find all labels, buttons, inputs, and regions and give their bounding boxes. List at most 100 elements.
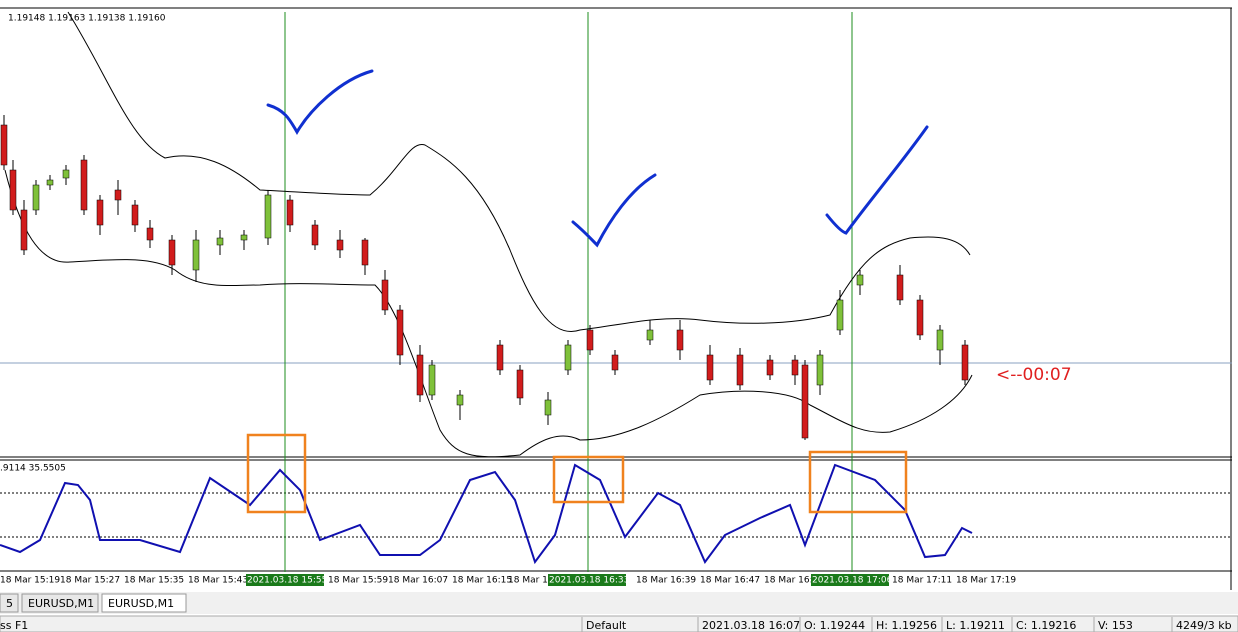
candle-body xyxy=(0,124,8,166)
status-field: H: 1.19256 xyxy=(876,619,937,632)
candle-body xyxy=(564,344,572,371)
status-field: V: 153 xyxy=(1098,619,1133,632)
status-field: 4249/3 kb xyxy=(1176,619,1232,632)
tab[interactable] xyxy=(101,593,187,613)
time-label: 18 Mar 16:07 xyxy=(388,576,448,586)
tab-label[interactable]: EURUSD,M1 xyxy=(108,597,174,610)
candle-body xyxy=(114,189,122,201)
status-field: O: 1.19244 xyxy=(804,619,865,632)
candle-body xyxy=(381,279,389,311)
upper-band xyxy=(67,11,971,332)
candle-body xyxy=(736,354,744,386)
candle-body xyxy=(46,179,54,186)
time-label: 18 Mar 16 xyxy=(508,576,554,586)
tab-bar xyxy=(0,592,1238,614)
time-label: 18 Mar 16:5 xyxy=(764,576,818,586)
box xyxy=(808,450,908,514)
checkmark xyxy=(571,173,657,248)
bands xyxy=(4,11,973,458)
candle-body xyxy=(961,344,969,381)
time-label: 18 Mar 16:39 xyxy=(636,576,696,586)
time-label: 2021.03.18 16:33 xyxy=(549,576,629,586)
vertical-lines xyxy=(284,12,853,572)
candle-body xyxy=(131,204,139,226)
candle-body xyxy=(586,329,594,351)
time-label: 2021.03.18 15:55 xyxy=(247,576,327,586)
candle-body xyxy=(62,169,70,179)
status-bar xyxy=(0,615,1238,632)
checkmark xyxy=(825,125,929,235)
status-field: 2021.03.18 16:07 xyxy=(702,619,800,632)
candle-body xyxy=(240,234,248,241)
time-highlight xyxy=(246,574,324,586)
candle-body xyxy=(428,364,436,396)
candle-body xyxy=(32,184,40,211)
indicator-header: .9114 35.5505 xyxy=(0,464,66,474)
candle-body xyxy=(801,364,809,439)
time-label: 18 Mar 15:43 xyxy=(188,576,248,586)
candle-body xyxy=(766,359,774,376)
time-label: 18 Mar 16:47 xyxy=(700,576,760,586)
candle-body xyxy=(836,299,844,331)
candle-body xyxy=(192,239,200,271)
candle-body xyxy=(544,399,552,416)
box xyxy=(246,433,307,514)
time-label: 18 Mar 15:35 xyxy=(124,576,184,586)
candle-body xyxy=(96,199,104,226)
candle-body xyxy=(896,274,904,301)
candle-body xyxy=(516,369,524,399)
time-label: 18 Mar 15:27 xyxy=(60,576,120,586)
time-label: 18 Mar 15:59 xyxy=(328,576,388,586)
candle-body xyxy=(146,227,154,241)
status-field: ss F1 xyxy=(0,619,28,632)
highlight-boxes xyxy=(246,433,908,514)
candle-body xyxy=(9,169,17,211)
time-highlight xyxy=(548,574,626,586)
candle-body xyxy=(264,194,272,239)
candle-body xyxy=(416,354,424,396)
candle-body xyxy=(816,354,824,386)
time-label: 18 Mar 17:11 xyxy=(892,576,952,586)
candles xyxy=(0,115,969,440)
candle-body xyxy=(676,329,684,351)
checkmark xyxy=(266,69,374,135)
candle-body xyxy=(791,359,799,376)
candle-body xyxy=(646,329,654,341)
candle-body xyxy=(396,309,404,356)
candle-body xyxy=(496,344,504,371)
box xyxy=(552,455,625,504)
candle-body xyxy=(456,394,464,406)
candle-body xyxy=(706,354,714,381)
status-fields: ss F1 Default 2021.03.18 16:07 O: 1.19244 H:… xyxy=(0,617,1232,632)
candle-body xyxy=(856,274,864,286)
tab-label[interactable]: 5 xyxy=(6,597,13,610)
tab[interactable] xyxy=(21,593,99,613)
candle-body xyxy=(336,239,344,251)
countdown: <--00:07 xyxy=(996,365,1072,385)
tabs[interactable]: 5 EURUSD,M1 EURUSD,M1 xyxy=(0,593,187,613)
candle-body xyxy=(311,224,319,246)
time-highlight xyxy=(811,574,889,586)
tab[interactable] xyxy=(0,593,19,613)
candle-body xyxy=(216,237,224,246)
status-field: C: 1.19216 xyxy=(1016,619,1076,632)
time-label: 18 Mar 15:19 xyxy=(0,576,60,586)
time-axis: 18 Mar 15:19 18 Mar 15:27 18 Mar 15:35 18 M… xyxy=(0,574,1016,586)
candle-body xyxy=(916,299,924,336)
status-field: Default xyxy=(586,619,627,632)
status-field: L: 1.19211 xyxy=(946,619,1005,632)
time-label: 2021.03.18 17:06 xyxy=(812,576,893,586)
time-label: 18 Mar 17:19 xyxy=(956,576,1016,586)
annotations xyxy=(266,69,929,248)
lower-band xyxy=(4,169,973,458)
candle-body xyxy=(936,329,944,351)
candle-body xyxy=(20,209,28,251)
candle-body xyxy=(286,199,294,226)
candle-body xyxy=(611,354,619,371)
main-header: 1.19148 1.19163 1.19138 1.19160 xyxy=(8,14,166,24)
tab-label[interactable]: EURUSD,M1 xyxy=(28,597,94,610)
oscillator-line xyxy=(0,463,973,565)
